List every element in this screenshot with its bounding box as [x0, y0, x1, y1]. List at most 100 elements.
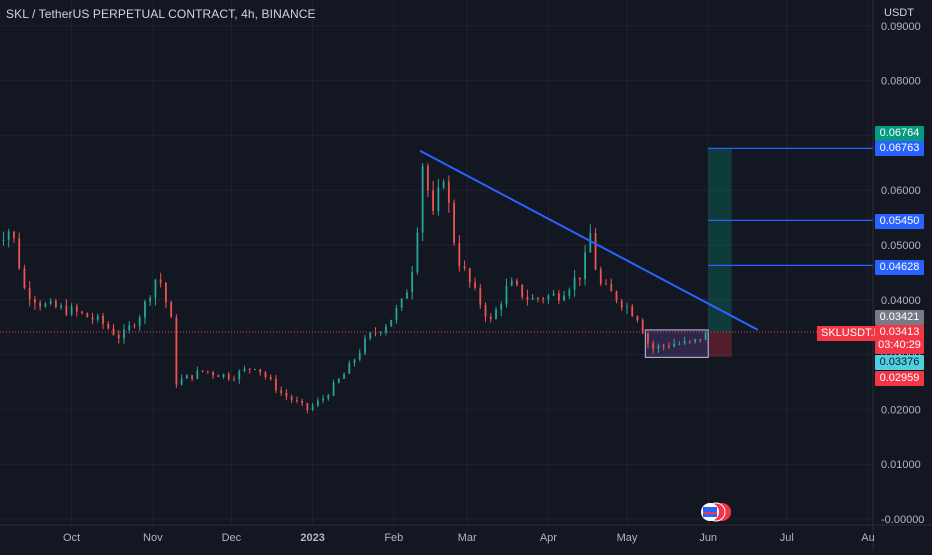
candle: [7, 228, 10, 248]
candle: [301, 398, 304, 407]
event-flag-icon: [701, 502, 731, 522]
candle: [65, 299, 68, 317]
candle: [447, 175, 450, 213]
candle-body: [107, 323, 110, 329]
candle-body: [196, 370, 199, 379]
candle-body: [348, 363, 351, 374]
candle: [620, 299, 623, 311]
candle: [369, 331, 372, 341]
candle-body: [468, 268, 471, 283]
candle-body: [144, 301, 146, 318]
price-tag-current: 0.03413 03:40:29: [875, 325, 924, 354]
candle: [505, 278, 508, 308]
candle-body: [683, 340, 686, 344]
candle-body: [343, 373, 345, 379]
candle: [159, 272, 162, 288]
candle-body: [275, 378, 277, 391]
candle-body: [463, 266, 466, 269]
candle-body: [39, 302, 42, 307]
candle-body: [505, 285, 508, 305]
x-tick-label: Jun: [699, 532, 717, 544]
candle: [170, 300, 173, 318]
candle: [327, 393, 330, 401]
candle-body: [589, 232, 592, 253]
candle-body: [610, 283, 613, 292]
candle: [432, 180, 435, 215]
candle-body: [657, 345, 660, 349]
candle: [18, 232, 21, 270]
candle: [165, 281, 167, 309]
candle: [411, 266, 414, 300]
candle-body: [191, 375, 194, 379]
candle-body: [557, 293, 560, 301]
candle-body: [699, 339, 702, 341]
candle: [13, 230, 15, 243]
candle: [615, 290, 618, 304]
candle: [49, 297, 52, 306]
candle: [426, 163, 429, 198]
candle-body: [254, 369, 256, 371]
candle-body: [500, 304, 503, 310]
candle: [641, 318, 644, 335]
candle-body: [75, 306, 78, 312]
consolidation-box: [644, 329, 709, 358]
candle-body: [248, 368, 251, 370]
candle: [196, 366, 199, 380]
candle-body: [112, 328, 115, 335]
candle: [248, 368, 251, 374]
candle-body: [484, 304, 487, 317]
candle-body: [65, 305, 68, 315]
candle-body: [615, 291, 618, 301]
candle: [44, 301, 47, 308]
candle: [353, 358, 356, 367]
candle: [474, 277, 476, 291]
candle-body: [416, 232, 419, 273]
x-tick-label: Apr: [540, 532, 557, 544]
candle-body: [96, 315, 99, 320]
candle-body: [474, 282, 476, 288]
candle-body: [547, 295, 550, 300]
candle-body: [217, 375, 220, 377]
candle-body: [123, 329, 125, 339]
candle-body: [117, 334, 120, 339]
drawings: [0, 147, 873, 522]
x-tick-label: Au: [861, 532, 874, 544]
candle-body: [259, 369, 262, 373]
candle: [510, 277, 513, 287]
candle: [662, 344, 665, 351]
candle-body: [165, 282, 167, 303]
candle-body: [353, 359, 356, 364]
x-tick-label: 2023: [300, 532, 324, 544]
candle: [557, 289, 560, 304]
candle-body: [641, 320, 644, 334]
candle-body: [269, 376, 272, 379]
candle: [605, 279, 607, 285]
candle: [573, 269, 576, 297]
candle-body: [358, 352, 361, 360]
candle: [358, 348, 361, 362]
candle: [578, 277, 581, 287]
candle: [479, 283, 482, 309]
candle-body: [526, 296, 529, 300]
candle: [60, 303, 63, 310]
candle: [322, 395, 324, 404]
candle-body: [322, 398, 324, 401]
candle-body: [631, 306, 634, 317]
candle-body: [306, 403, 309, 410]
price-tag-last-high: 0.03421: [875, 310, 924, 325]
candle-body: [374, 332, 377, 334]
candle-body: [694, 339, 696, 342]
candle-body: [175, 317, 178, 385]
candle: [667, 342, 670, 350]
candle-body: [332, 382, 335, 396]
candle: [421, 163, 424, 242]
candle: [39, 299, 42, 311]
price-tag-target: 0.06764: [875, 126, 924, 141]
candle: [2, 231, 5, 246]
candle: [275, 375, 277, 394]
candle-body: [301, 400, 304, 404]
candle: [568, 287, 571, 300]
